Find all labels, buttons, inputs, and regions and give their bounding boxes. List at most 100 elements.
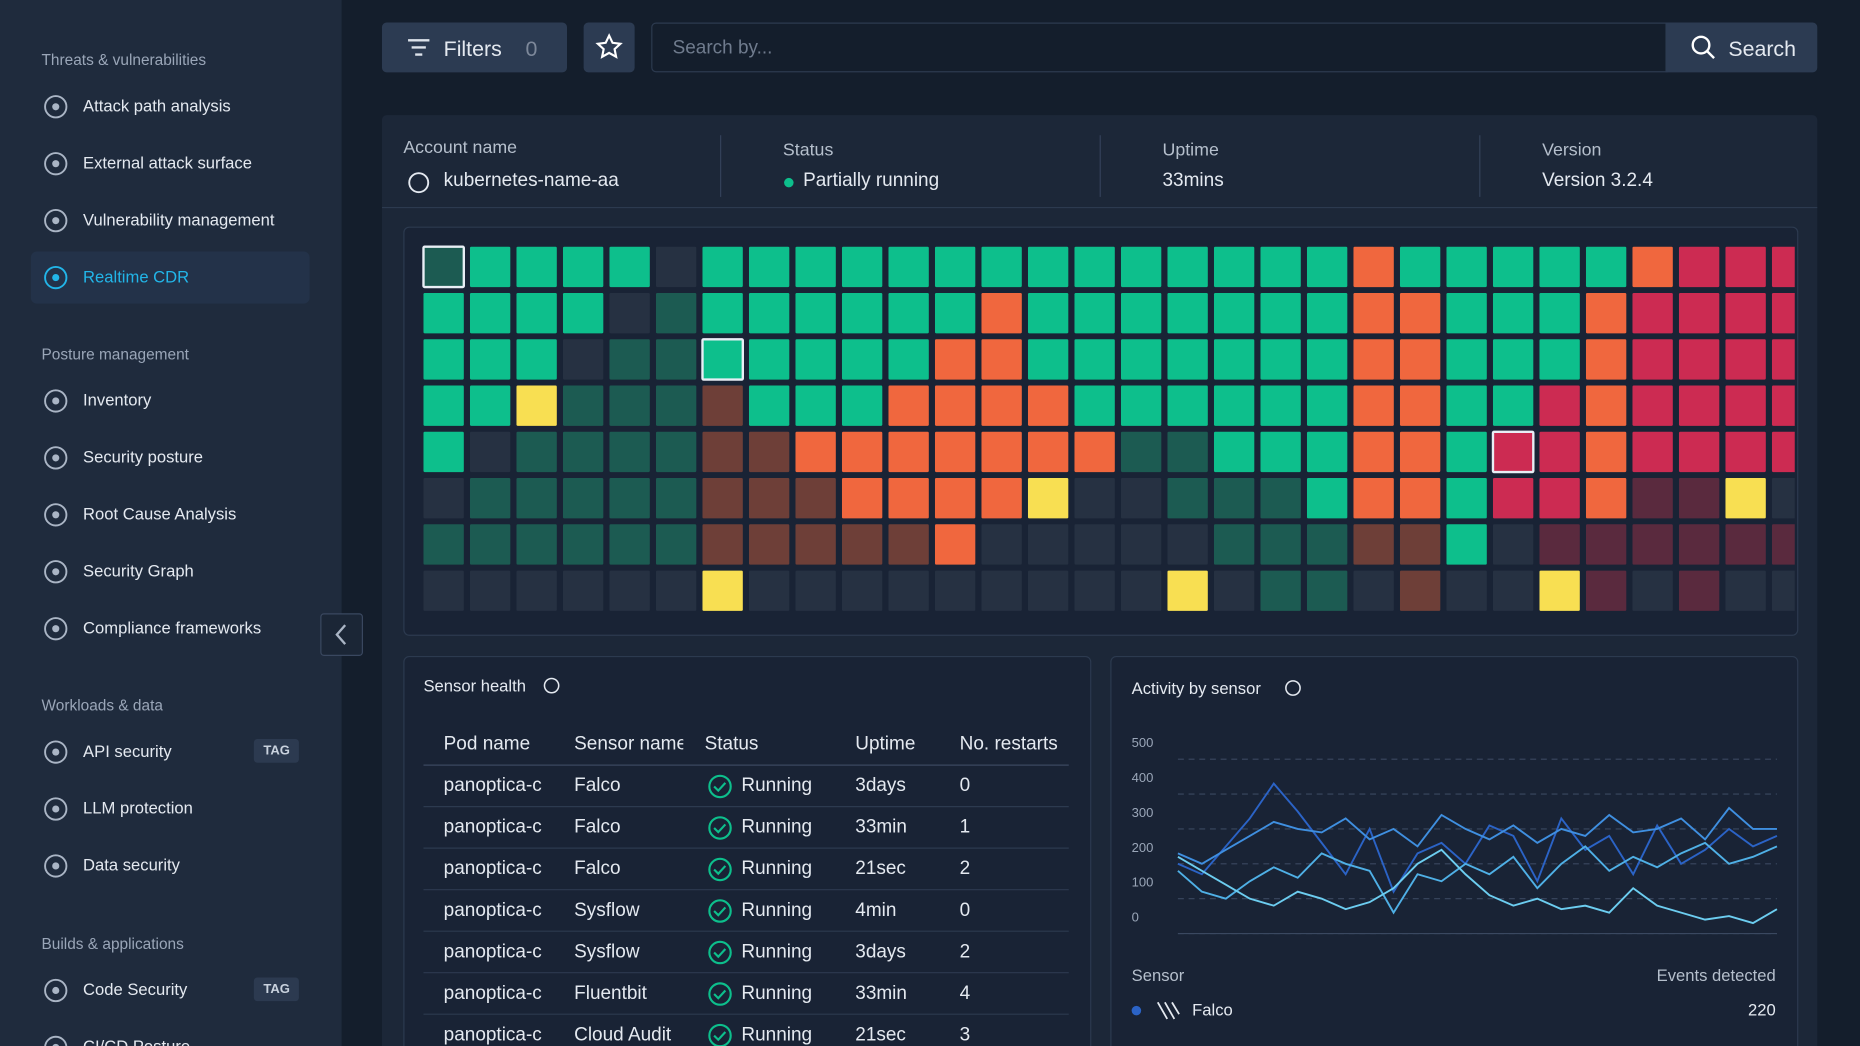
heatmap-cell (655, 524, 697, 565)
status-check (713, 989, 727, 1000)
heatmap-cell (1027, 570, 1069, 611)
nav-icon (44, 152, 68, 176)
nav-item[interactable]: Vulnerability management (31, 195, 310, 247)
nav-label: API security (83, 741, 172, 761)
heatmap-cell (1260, 385, 1301, 426)
heatmap-cell (1678, 339, 1720, 380)
favorite-button[interactable] (583, 22, 635, 73)
nav-label: Vulnerability management (83, 209, 275, 229)
table-cell: Falco (574, 775, 621, 796)
nav-item[interactable]: Realtime CDR (30, 251, 310, 304)
heatmap-cell (1213, 478, 1255, 519)
nav-item[interactable]: Security Graph (31, 546, 310, 598)
heatmap-cell (423, 339, 464, 380)
filters-button[interactable]: Filters 0 (381, 22, 568, 73)
heatmap-cell (1399, 478, 1441, 519)
heatmap-cell (1632, 385, 1673, 426)
section-title: Builds & applications (41, 934, 184, 953)
heatmap-cell (423, 570, 464, 611)
table-cell: panoptica-c (443, 817, 542, 838)
heatmap-cell (1120, 292, 1162, 334)
heatmap-cell (841, 385, 883, 426)
heatmap-cell (1446, 339, 1487, 380)
nav-item[interactable]: API security TAG (31, 726, 310, 778)
nav-icon (44, 446, 68, 470)
filters-label: Filters (443, 36, 502, 61)
nav-item[interactable]: CI/CD Posture (31, 1021, 310, 1046)
heatmap-cell (1167, 246, 1208, 288)
heatmap-cell (1771, 524, 1795, 565)
heatmap-cell (1399, 246, 1441, 288)
heatmap-cell (1027, 385, 1069, 426)
status-check (713, 865, 727, 876)
heatmap-cell (655, 246, 697, 288)
heatmap-cell (841, 570, 883, 611)
heatmap-cell (1213, 292, 1255, 334)
table-cell: Falco (574, 858, 621, 879)
heatmap-cell (516, 339, 557, 380)
heatmap-cell (422, 245, 465, 289)
heatmap-cell (1725, 292, 1766, 334)
helm-icon (408, 172, 430, 194)
heatmap-cell (841, 524, 883, 565)
nav-item[interactable]: Root Cause Analysis (31, 489, 310, 541)
heatmap-cell (1539, 246, 1580, 288)
heatmap-cell (1027, 246, 1069, 288)
heatmap-cell (609, 246, 650, 288)
nav-label: Security posture (83, 447, 204, 467)
heatmap-cell (702, 478, 743, 519)
heatmap-cell (562, 246, 604, 288)
collapse-button[interactable] (320, 613, 363, 656)
heatmap-cell (888, 339, 929, 380)
heatmap-cell (1260, 246, 1301, 288)
table-cell: panoptica-c (443, 900, 542, 921)
nav-icon (44, 265, 68, 290)
heatmap-cell (1353, 246, 1394, 288)
heatmap-cell (1399, 431, 1441, 473)
heatmap-cell (1399, 292, 1441, 334)
heatmap-cell (1074, 246, 1115, 288)
nav-item[interactable]: Security posture (31, 432, 310, 484)
status-check (713, 1031, 727, 1042)
heatmap-cell (795, 339, 836, 380)
heatmap-cell (469, 292, 511, 334)
nav-item[interactable]: Compliance frameworks (31, 603, 310, 655)
heatmap-cell (1120, 246, 1162, 288)
heatmap-cell (1771, 246, 1795, 288)
heatmap-cell (1491, 430, 1535, 474)
heatmap-cell (1632, 431, 1673, 473)
nav-item[interactable]: LLM protection (31, 783, 310, 835)
heatmap-cell (469, 339, 511, 380)
search-input[interactable]: Search by... (651, 22, 1668, 73)
nav-item[interactable]: Inventory (31, 375, 310, 427)
heatmap-cell (516, 570, 557, 611)
heatmap-cell (1353, 292, 1394, 334)
heatmap-cell (1446, 570, 1487, 611)
heatmap-cell (1678, 431, 1720, 473)
sensor-health-panel (403, 655, 1092, 1046)
heatmap-cell (1074, 524, 1115, 565)
divider (1479, 135, 1481, 197)
heatmap-cell (1027, 431, 1069, 473)
heatmap-cell (469, 524, 511, 565)
heatmap-cell (795, 570, 836, 611)
account-label: Uptime (1162, 139, 1219, 161)
search-button[interactable]: Search (1665, 22, 1818, 73)
heatmap-cell (423, 431, 464, 473)
status-icon (708, 816, 732, 840)
heatmap-cell (1446, 385, 1487, 426)
nav-item[interactable]: Attack path analysis (31, 81, 310, 133)
heatmap-cell (841, 246, 883, 288)
status-check (713, 782, 727, 793)
nav-label: Realtime CDR (83, 266, 190, 286)
heatmap-cell (1167, 478, 1208, 519)
heatmap-cell (934, 339, 976, 380)
nav-item[interactable]: External attack surface (31, 138, 310, 190)
heatmap-cell (609, 524, 650, 565)
legend-value: 220 (1748, 999, 1776, 1019)
y-tick-label: 200 (1132, 840, 1154, 855)
nav-item[interactable]: Code Security TAG (31, 964, 310, 1016)
heatmap-cell (423, 292, 464, 334)
nav-item[interactable]: Data security (31, 840, 310, 892)
